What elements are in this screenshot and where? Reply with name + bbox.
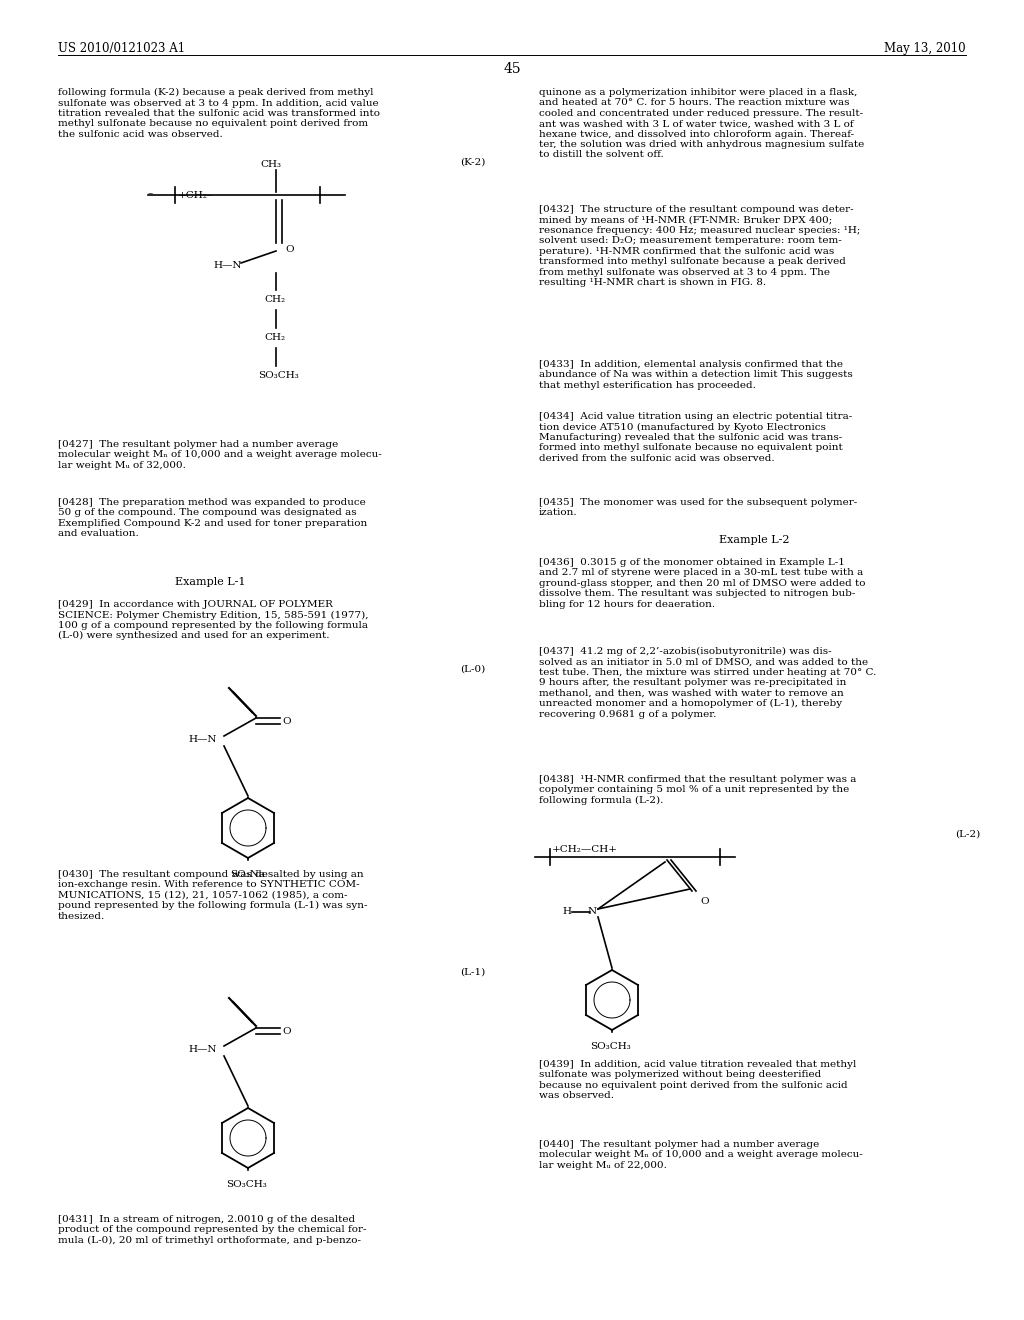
Text: [0432]  The structure of the resultant compound was deter-
mined by means of ¹H-: [0432] The structure of the resultant co… (539, 205, 860, 286)
Text: (K-2): (K-2) (460, 158, 485, 168)
Text: [0437]  41.2 mg of 2,2’-azobis(isobutyronitrile) was dis-
solved as an initiator: [0437] 41.2 mg of 2,2’-azobis(isobutyron… (539, 647, 877, 718)
Text: (L-1): (L-1) (460, 968, 485, 977)
Text: O: O (285, 246, 294, 253)
Text: H—N: H—N (188, 735, 216, 744)
Text: [0435]  The monomer was used for the subsequent polymer-
ization.: [0435] The monomer was used for the subs… (539, 498, 857, 517)
Text: 45: 45 (503, 62, 521, 77)
Text: quinone as a polymerization inhibitor were placed in a flask,
and heated at 70° : quinone as a polymerization inhibitor we… (539, 88, 864, 160)
Text: [0438]  ¹H-NMR confirmed that the resultant polymer was a
copolymer containing 5: [0438] ¹H-NMR confirmed that the resulta… (539, 775, 856, 805)
Text: CH₂: CH₂ (264, 296, 285, 305)
Text: US 2010/0121023 A1: US 2010/0121023 A1 (58, 42, 185, 55)
Text: H: H (562, 908, 571, 916)
Text: –: – (148, 190, 154, 198)
Text: O: O (282, 718, 291, 726)
Text: [0440]  The resultant polymer had a number average
molecular weight Mₙ of 10,000: [0440] The resultant polymer had a numbe… (539, 1140, 863, 1170)
Text: [0436]  0.3015 g of the monomer obtained in Example L-1
and 2.7 ml of styrene we: [0436] 0.3015 g of the monomer obtained … (539, 558, 865, 609)
Text: O: O (282, 1027, 291, 1036)
Text: +CH₂—CH+: +CH₂—CH+ (552, 845, 618, 854)
Text: [0427]  The resultant polymer had a number average
molecular weight Mₙ of 10,000: [0427] The resultant polymer had a numbe… (58, 440, 382, 470)
Text: O: O (700, 898, 709, 906)
Text: Example L-2: Example L-2 (719, 535, 790, 545)
Text: (L-0): (L-0) (460, 665, 485, 675)
Text: following formula (K-2) because a peak derived from methyl
sulfonate was observe: following formula (K-2) because a peak d… (58, 88, 380, 139)
Text: H—N: H—N (213, 261, 242, 271)
Text: N: N (588, 908, 597, 916)
Text: Example L-1: Example L-1 (175, 577, 246, 587)
Text: CH₂: CH₂ (264, 334, 285, 342)
Text: [0430]  The resultant compound was desalted by using an
ion-exchange resin. With: [0430] The resultant compound was desalt… (58, 870, 368, 921)
Text: [0429]  In accordance with JOURNAL OF POLYMER
SCIENCE: Polymer Chemistry Edition: [0429] In accordance with JOURNAL OF POL… (58, 601, 369, 640)
Text: [0433]  In addition, elemental analysis confirmed that the
abundance of Na was w: [0433] In addition, elemental analysis c… (539, 360, 853, 389)
Text: SO₃CH₃: SO₃CH₃ (590, 1041, 631, 1051)
Text: SO₃CH₃: SO₃CH₃ (258, 371, 299, 380)
Text: +CH₂–: +CH₂– (178, 191, 213, 201)
Text: [0434]  Acid value titration using an electric potential titra-
tion device AT51: [0434] Acid value titration using an ele… (539, 412, 852, 463)
Text: (L-2): (L-2) (955, 830, 980, 840)
Text: [0431]  In a stream of nitrogen, 2.0010 g of the desalted
product of the compoun: [0431] In a stream of nitrogen, 2.0010 g… (58, 1214, 367, 1245)
Text: SO₃Na: SO₃Na (230, 870, 265, 879)
Text: H—N: H—N (188, 1045, 216, 1055)
Text: [0439]  In addition, acid value titration revealed that methyl
sulfonate was pol: [0439] In addition, acid value titration… (539, 1060, 856, 1100)
Text: CH₃: CH₃ (260, 160, 281, 169)
Text: May 13, 2010: May 13, 2010 (885, 42, 966, 55)
Text: SO₃CH₃: SO₃CH₃ (226, 1180, 266, 1189)
Text: [0428]  The preparation method was expanded to produce
50 g of the compound. The: [0428] The preparation method was expand… (58, 498, 368, 539)
